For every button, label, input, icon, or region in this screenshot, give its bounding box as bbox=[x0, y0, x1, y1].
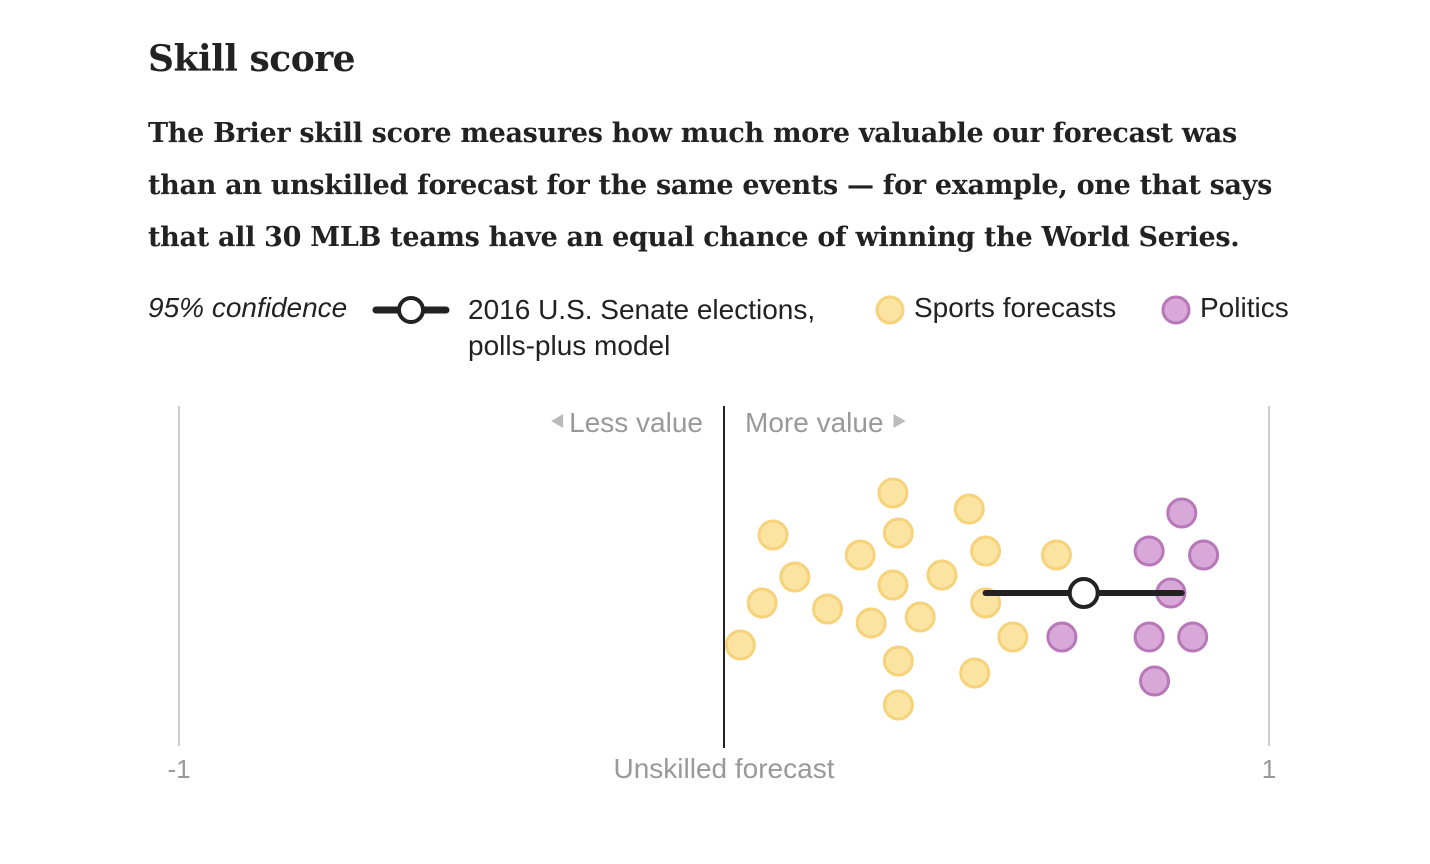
skill-score-chart: Less value More value -1 Unskilled forec… bbox=[167, 406, 1276, 784]
politics-point bbox=[1177, 621, 1209, 653]
legend-politics-label: Politics bbox=[1200, 292, 1289, 323]
legend-senate-label-line2: polls-plus model bbox=[468, 330, 671, 361]
legend-senate-label-line1: 2016 U.S. Senate elections, bbox=[468, 294, 816, 325]
sports-point bbox=[779, 561, 811, 593]
sports-point bbox=[757, 519, 789, 551]
sports-point bbox=[882, 517, 914, 549]
sports-legend-swatch bbox=[875, 295, 905, 325]
sports-point bbox=[997, 621, 1029, 653]
sports-point bbox=[904, 601, 936, 633]
politics-point bbox=[1046, 621, 1078, 653]
data-points bbox=[724, 477, 1220, 721]
legend-confidence-label: 95% confidence bbox=[148, 292, 348, 323]
less-value-annotation: Less value bbox=[551, 407, 703, 438]
legend: 95% confidence 2016 U.S. Senate election… bbox=[148, 290, 1348, 370]
sports-point bbox=[844, 539, 876, 571]
sports-point bbox=[882, 689, 914, 721]
sports-point bbox=[812, 593, 844, 625]
politics-point bbox=[1133, 621, 1165, 653]
sports-point bbox=[1040, 539, 1072, 571]
more-value-arrow-icon bbox=[893, 414, 906, 428]
sports-point bbox=[970, 535, 1002, 567]
sports-point bbox=[724, 629, 756, 661]
x-tick-max: 1 bbox=[1262, 754, 1276, 784]
more-value-annotation: More value bbox=[745, 407, 906, 438]
politics-point bbox=[1188, 539, 1220, 571]
sports-point bbox=[877, 569, 909, 601]
less-value-arrow-icon bbox=[551, 414, 564, 428]
less-value-label: Less value bbox=[569, 407, 703, 438]
politics-point bbox=[1139, 665, 1171, 697]
politics-legend-swatch bbox=[1161, 295, 1191, 325]
x-tick-min: -1 bbox=[167, 754, 190, 784]
politics-point bbox=[1166, 497, 1198, 529]
confidence-interval bbox=[982, 577, 1185, 609]
sports-point bbox=[882, 645, 914, 677]
x-tick-zero: Unskilled forecast bbox=[614, 753, 835, 784]
more-value-label: More value bbox=[745, 407, 884, 438]
confidence-interval-legend-icon bbox=[372, 296, 450, 324]
sports-point bbox=[855, 607, 887, 639]
chart-title: Skill score bbox=[148, 38, 356, 80]
sports-point bbox=[877, 477, 909, 509]
chart-description: The Brier skill score measures how much … bbox=[148, 118, 1272, 253]
legend-senate-label: 2016 U.S. Senate elections, polls-plus m… bbox=[468, 292, 848, 364]
politics-point bbox=[1133, 535, 1165, 567]
sports-point bbox=[746, 587, 778, 619]
sports-point bbox=[959, 657, 991, 689]
sports-point bbox=[953, 493, 985, 525]
sports-point bbox=[926, 559, 958, 591]
confidence-interval-estimate bbox=[1067, 577, 1100, 609]
legend-sports-label: Sports forecasts bbox=[914, 292, 1117, 323]
